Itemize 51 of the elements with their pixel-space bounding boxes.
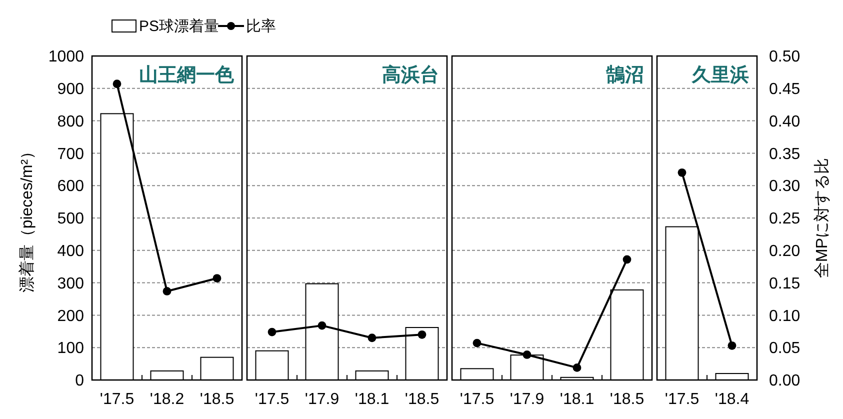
y-tick-label: 0 <box>75 372 84 390</box>
point <box>318 321 326 330</box>
x-tick-label: '18.5 <box>610 391 644 408</box>
y2-axis-title: 全MPに対する比 <box>813 158 831 278</box>
point <box>728 341 736 350</box>
y2-tick-label: 0.45 <box>769 81 800 98</box>
y-tick-label: 800 <box>57 113 84 130</box>
y2-tick-label: 0.20 <box>769 243 800 260</box>
y-tick-label: 100 <box>57 340 84 358</box>
y2-tick-label: 0.05 <box>769 340 800 358</box>
x-tick-label: '17.5 <box>664 391 700 408</box>
x-tick-label: '17.5 <box>254 391 290 408</box>
y-tick-label: 200 <box>57 308 84 325</box>
y-tick-label: 400 <box>57 243 84 260</box>
y2-tick-label: 0.35 <box>769 146 800 163</box>
x-tick-label: '18.5 <box>404 391 440 408</box>
y-tick-label: 600 <box>57 178 84 196</box>
x-tick-label: '18.1 <box>354 391 390 408</box>
y2-tick-label: 0.25 <box>769 210 800 228</box>
point <box>678 168 686 177</box>
point <box>572 363 582 372</box>
x-tick-label: '18.5 <box>200 391 234 408</box>
x-tick-label: '17.5 <box>460 391 494 408</box>
y-axis-title: 漂着量（pieces/m²） <box>18 143 36 293</box>
y2-tick-label: 0.00 <box>769 372 800 390</box>
y-tick-label: 500 <box>57 210 84 228</box>
point <box>368 334 376 342</box>
x-tick-label: '18.1 <box>560 391 594 408</box>
y-tick-label: 900 <box>57 81 84 98</box>
y2-tick-label: 0.50 <box>769 48 800 66</box>
x-tick-label: '17.5 <box>100 391 134 408</box>
y2-tick-label: 0.40 <box>769 113 800 130</box>
x-tick-label: '18.4 <box>714 391 750 408</box>
y-tick-label: 700 <box>57 146 84 163</box>
legend-label: 比率 <box>246 18 276 35</box>
x-tick-label: '17.9 <box>510 391 544 408</box>
legend-label: PS球漂着量 <box>139 18 220 35</box>
y2-tick-label: 0.30 <box>769 178 800 196</box>
x-tick-label: '18.2 <box>150 391 184 408</box>
y2-tick-label: 0.15 <box>769 275 800 292</box>
point <box>112 80 122 88</box>
y-tick-label: 1000 <box>48 48 84 66</box>
annotation: 久里浜 <box>691 64 749 86</box>
y2-tick-label: 0.10 <box>769 308 800 325</box>
annotation: 高浜台 <box>382 64 439 86</box>
annotation: 山王網一色 <box>139 64 235 86</box>
x-tick-label: '17.9 <box>304 391 340 408</box>
point <box>522 350 532 359</box>
y-tick-label: 300 <box>57 275 84 292</box>
point <box>162 287 172 296</box>
annotation: 鵠沼 <box>605 64 644 86</box>
